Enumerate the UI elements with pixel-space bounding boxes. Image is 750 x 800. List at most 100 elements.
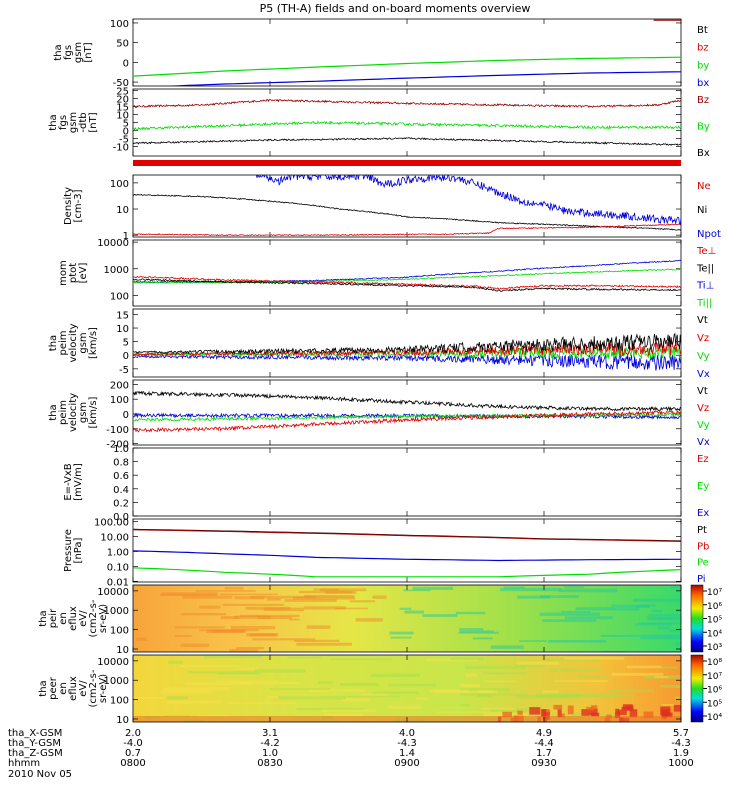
legend-Ey: Ey xyxy=(697,481,709,492)
colorbar-electron_spec xyxy=(690,654,704,723)
x-row-value: -4.3 xyxy=(671,738,691,749)
y-tick-label: 1000 xyxy=(104,676,129,687)
y-axis-label: (cm2-s- xyxy=(88,669,99,707)
y-tick-label: 1.0 xyxy=(113,444,129,455)
y-tick-label: 10 xyxy=(116,324,129,335)
legend-Vy: Vy xyxy=(697,351,710,362)
y-axis-label: velocity xyxy=(68,393,79,432)
y-axis-label: peir xyxy=(48,608,59,628)
y-tick-label: 10 xyxy=(116,205,129,216)
y-tick-label: -50 xyxy=(113,78,129,89)
y-tick-label: 100 xyxy=(110,696,129,707)
series-By xyxy=(133,120,681,131)
y-axis-label: sr-eV) xyxy=(98,674,109,703)
legend-bz: bz xyxy=(697,43,709,54)
y-tick-label: 0.01 xyxy=(107,577,129,588)
y-tick-label: 10 xyxy=(116,645,129,656)
y-tick-label: 0.4 xyxy=(113,485,129,496)
y-axis-label: [mV/m] xyxy=(73,463,84,501)
y-axis-label: (cm2-s- xyxy=(88,599,99,637)
y-tick-label: 0 xyxy=(123,410,129,421)
y-tick-label: 10000 xyxy=(97,657,129,668)
y-axis-label: eV/ xyxy=(78,680,89,697)
y-axis-label: [eV] xyxy=(78,263,89,284)
legend-Vy: Vy xyxy=(697,420,710,431)
y-axis-label: peer xyxy=(48,676,59,700)
legend-Vx: Vx xyxy=(697,369,710,380)
series-group xyxy=(133,528,681,578)
y-tick-label: -100 xyxy=(106,425,129,436)
x-row-value: -4.4 xyxy=(534,738,554,749)
series-Pb xyxy=(133,529,681,542)
colorbar-tick-label: 10⁷ xyxy=(707,672,722,682)
x-row-value: -4.2 xyxy=(260,738,280,749)
y-tick-label: -10 xyxy=(113,142,129,153)
y-tick-label: 1.00 xyxy=(107,547,129,558)
x-row-value: 0.7 xyxy=(125,748,141,759)
series-Vy xyxy=(133,345,681,360)
y-tick-label: 100 xyxy=(110,19,129,30)
y-axis-label: gsm xyxy=(78,332,89,353)
x-row-value: -4.3 xyxy=(397,738,417,749)
panel-fgs_gsm: 100 50 0 -50 tha fgs gsm [nT] Bt bz by bx xyxy=(53,18,709,89)
y-axis-label: peim xyxy=(58,400,69,425)
x-row-value: -4.0 xyxy=(123,738,143,749)
series-Bx xyxy=(133,137,681,146)
y-axis-label: eflux xyxy=(68,606,79,631)
panel-frame xyxy=(132,518,682,583)
y-tick-label: 15 xyxy=(116,103,129,114)
spectrogram-texture xyxy=(136,586,681,652)
y-axis-label: gsm xyxy=(68,112,79,133)
y-tick-label: 1 xyxy=(123,231,129,242)
legend-Bt: Bt xyxy=(697,25,708,36)
panel-ion_spec: 10⁷ 10⁶ 10⁵ 10⁴ 10³ 10000 1000 100 10 tha peir en ef… xyxy=(38,584,722,656)
y-axis-label: peim xyxy=(58,330,69,355)
legend-Vz: Vz xyxy=(697,403,709,414)
colorbar-tick-label: 10³ xyxy=(707,643,722,653)
colorbar-ion_spec xyxy=(690,584,704,653)
legend-Pt: Pt xyxy=(697,525,707,536)
x-row-value: 1000 xyxy=(668,758,693,769)
x-row-value: 4.9 xyxy=(536,728,552,739)
y-tick-label: 5 xyxy=(123,338,129,349)
spin-separator-bar xyxy=(133,160,681,166)
legend-Ni: Ni xyxy=(697,205,707,216)
y-tick-label: 0 xyxy=(123,351,129,362)
y-tick-label: -200 xyxy=(106,440,129,451)
y-axis-label: tha xyxy=(48,114,59,130)
x-row-value: 0930 xyxy=(531,758,556,769)
series-Te|| xyxy=(133,278,681,292)
y-tick-label: 10.00 xyxy=(100,533,129,544)
legend-Vt: Vt xyxy=(697,386,708,397)
series-Vt xyxy=(133,332,681,355)
x-row-value: 0830 xyxy=(257,758,282,769)
x-row-value: 3.1 xyxy=(262,728,278,739)
y-axis-label: gsm xyxy=(78,402,89,423)
y-tick-label: 10 xyxy=(116,111,129,122)
colorbar-tick-label: 10⁶ xyxy=(707,602,722,612)
y-tick-label: 50 xyxy=(116,39,129,50)
y-axis-label: fgs xyxy=(58,115,69,130)
panel-velocity_i: 200 100 0 -100 -200 tha peim velocity gsm [km/s] V… xyxy=(48,379,710,451)
y-tick-label: 0.0 xyxy=(113,512,129,523)
series-group xyxy=(133,98,681,146)
y-axis-label: ptot xyxy=(68,263,79,283)
series-Vt xyxy=(133,390,681,412)
panel-frame xyxy=(132,239,682,307)
y-tick-label: 15 xyxy=(116,310,129,321)
y-axis-label: E=-VxB xyxy=(63,463,74,500)
series-group xyxy=(133,332,681,371)
y-tick-label: 20 xyxy=(116,95,129,106)
y-tick-label: 25 xyxy=(116,87,129,98)
panel-frame xyxy=(132,174,682,238)
colorbar-tick-label: 10⁵ xyxy=(707,699,722,709)
legend-Pi: Pi xyxy=(697,574,706,585)
x-row-value: 2.0 xyxy=(125,728,141,739)
y-axis-label: eV/ xyxy=(78,610,89,627)
y-axis-label: Pressure xyxy=(63,529,74,572)
x-row-label-hhmm: hhmm xyxy=(8,758,40,769)
panel-pressure: 100.00 10.00 1.00 0.10 0.01 Pressure [nPa] Pt Pb… xyxy=(63,518,709,589)
